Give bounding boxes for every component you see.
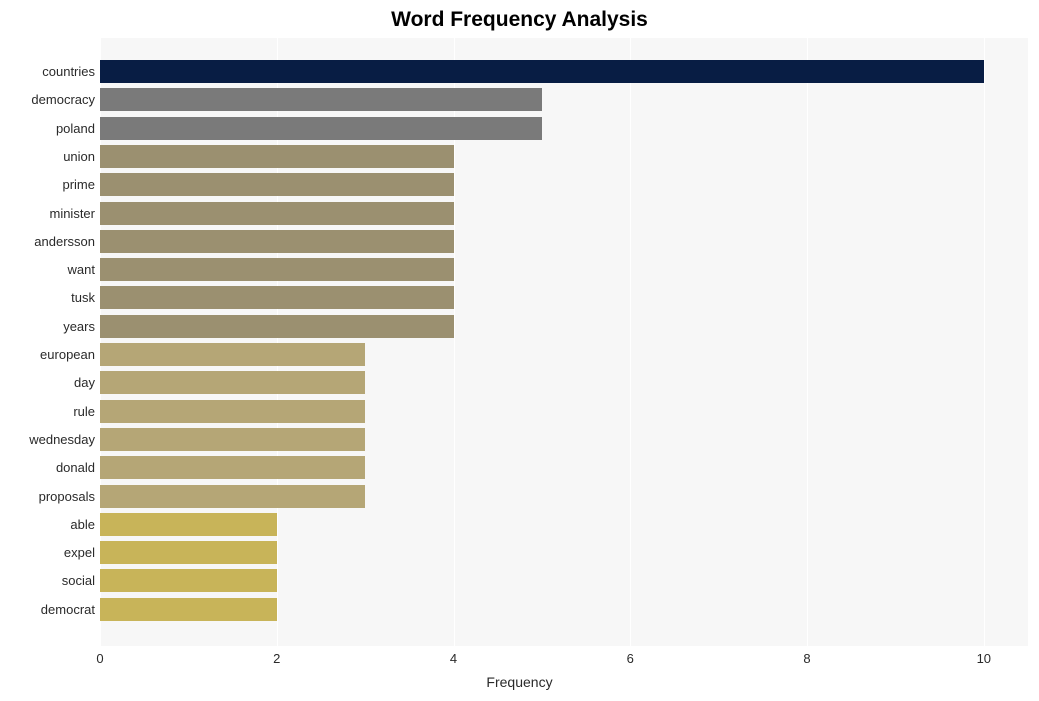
y-tick-label: wednesday [0, 428, 95, 451]
y-tick-label: democrat [0, 598, 95, 621]
bar [100, 60, 984, 83]
x-tick-label: 8 [803, 651, 810, 666]
gridline [630, 38, 631, 646]
y-tick-label: rule [0, 400, 95, 423]
x-axis-label: Frequency [0, 674, 1039, 690]
y-tick-label: andersson [0, 230, 95, 253]
y-tick-label: donald [0, 456, 95, 479]
bar [100, 343, 365, 366]
y-tick-label: social [0, 569, 95, 592]
y-tick-label: proposals [0, 485, 95, 508]
y-tick-label: expel [0, 541, 95, 564]
y-tick-label: union [0, 145, 95, 168]
x-tick-label: 6 [627, 651, 634, 666]
y-tick-label: tusk [0, 286, 95, 309]
gridline [984, 38, 985, 646]
plot-area [100, 38, 1028, 646]
bar [100, 230, 454, 253]
bar [100, 286, 454, 309]
bar [100, 456, 365, 479]
y-tick-label: able [0, 513, 95, 536]
bar [100, 88, 542, 111]
y-tick-label: european [0, 343, 95, 366]
bar [100, 569, 277, 592]
y-tick-label: countries [0, 60, 95, 83]
bar [100, 371, 365, 394]
bar [100, 258, 454, 281]
chart-container: Word Frequency Analysis Frequency 0 2 4 6 8 1… [0, 0, 1039, 701]
bar [100, 428, 365, 451]
bar [100, 173, 454, 196]
y-tick-label: day [0, 371, 95, 394]
y-tick-label: years [0, 315, 95, 338]
y-tick-label: poland [0, 117, 95, 140]
bar [100, 117, 542, 140]
y-tick-label: minister [0, 202, 95, 225]
x-tick-label: 10 [977, 651, 991, 666]
y-tick-label: prime [0, 173, 95, 196]
bar [100, 598, 277, 621]
x-tick-label: 0 [96, 651, 103, 666]
bar [100, 315, 454, 338]
bar [100, 513, 277, 536]
chart-title: Word Frequency Analysis [0, 8, 1039, 32]
y-tick-label: democracy [0, 88, 95, 111]
bar [100, 400, 365, 423]
bar [100, 202, 454, 225]
x-tick-label: 2 [273, 651, 280, 666]
bar [100, 485, 365, 508]
y-tick-label: want [0, 258, 95, 281]
bar [100, 145, 454, 168]
gridline [807, 38, 808, 646]
bar [100, 541, 277, 564]
x-tick-label: 4 [450, 651, 457, 666]
